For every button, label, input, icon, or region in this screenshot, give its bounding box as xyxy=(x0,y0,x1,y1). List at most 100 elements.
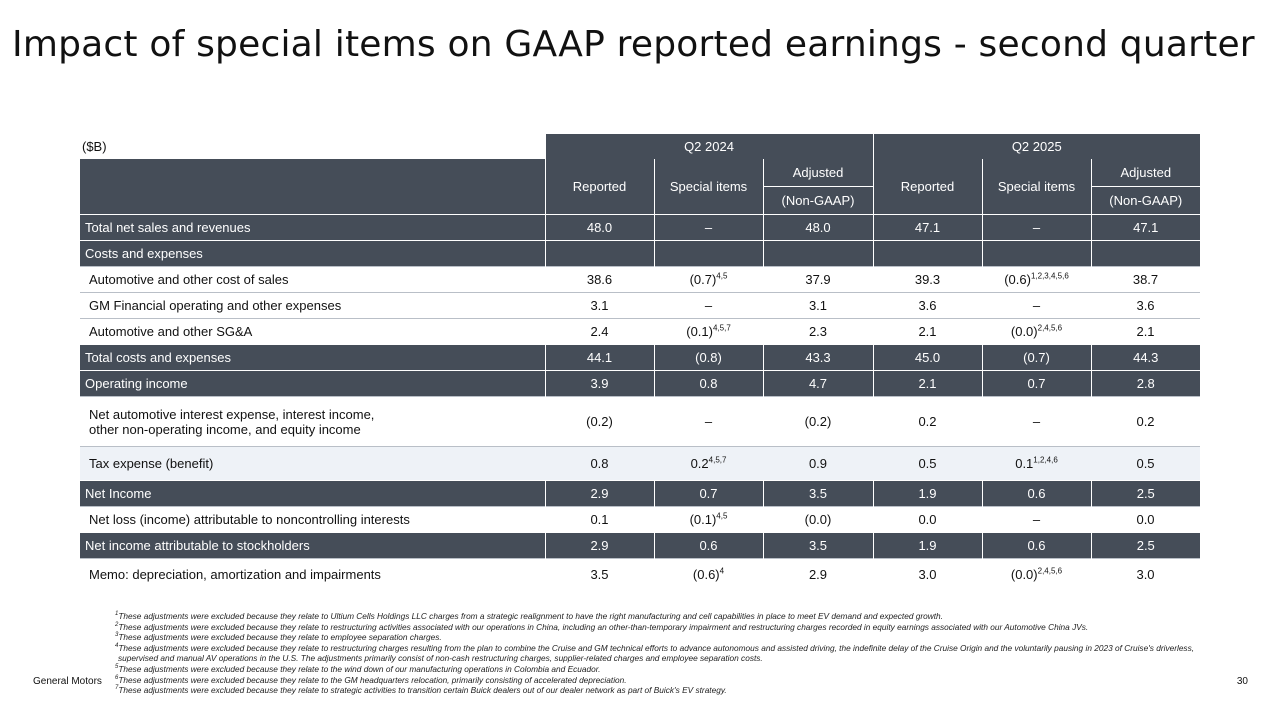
cell-value: 47.1 xyxy=(914,220,941,235)
row-label-text: Costs and expenses xyxy=(85,246,203,261)
value-cell: (0.0) xyxy=(763,506,873,533)
value-cell xyxy=(872,240,982,267)
table-row: Tax expense (benefit) 0.8 0.24,5,7 0.9 0.5 0.… xyxy=(80,446,1201,481)
row-label-text: Net income attributable to stockholders xyxy=(85,538,310,553)
footnote-text: These adjustments were excluded because … xyxy=(118,642,1195,664)
table-row: GM Financial operating and other expense… xyxy=(80,292,1201,319)
value-cell: (0.7) xyxy=(981,344,1091,371)
brand-name: General Motors xyxy=(33,676,102,687)
value-cell: 44.3 xyxy=(1090,344,1201,371)
value-cell: 0.2 xyxy=(873,396,982,447)
cell-value: 45.0 xyxy=(914,350,941,365)
value-cell: – xyxy=(982,292,1091,319)
footnote: 3These adjustments were excluded because… xyxy=(110,632,1220,643)
footnote-text: These adjustments were excluded because … xyxy=(118,663,601,674)
value-cell: 48.0 xyxy=(762,214,873,241)
footnote-text: These adjustments were excluded because … xyxy=(118,685,727,696)
cell-value: 2.5 xyxy=(1136,538,1155,553)
cell-value: 2.1 xyxy=(918,376,937,391)
footnote-number: 2 xyxy=(115,621,119,628)
value-cell: 3.1 xyxy=(763,292,873,319)
row-label-text: Total net sales and revenues xyxy=(85,220,251,235)
value-cell xyxy=(981,240,1091,267)
column-header-reported: Reported xyxy=(872,159,982,215)
page-number: 30 xyxy=(1236,676,1248,687)
cell-value: 2.8 xyxy=(1136,376,1155,391)
cell-value: 0.7 xyxy=(699,486,718,501)
row-label-text: Automotive and other cost of sales xyxy=(89,272,289,287)
table-row: Net Income 2.9 0.7 3.5 1.9 0.6 2.5 xyxy=(80,480,1201,507)
row-label: Automotive and other cost of sales xyxy=(80,266,545,293)
value-cell: 45.0 xyxy=(872,344,982,371)
value-cell: – xyxy=(654,396,763,447)
table-row: Net automotive interest expense, interes… xyxy=(80,396,1201,447)
footnote-ref: 4 xyxy=(719,566,725,576)
value-cell: 3.0 xyxy=(873,558,982,589)
value-cell: 2.1 xyxy=(1091,318,1201,345)
row-label: Automotive and other SG&A xyxy=(80,318,545,345)
table-row: Operating income 3.9 0.8 4.7 2.1 0.7 2.8 xyxy=(80,370,1201,397)
cell-value: 2.3 xyxy=(808,324,828,339)
cell-value: (0.6) xyxy=(1004,272,1031,287)
cell-value: 3.1 xyxy=(808,298,828,313)
row-label-text: Automotive and other SG&A xyxy=(89,324,253,339)
cell-value: 48.0 xyxy=(586,220,613,235)
cell-value: 1.9 xyxy=(918,538,937,553)
footnote-number: 7 xyxy=(115,685,119,692)
table-row: Automotive and other SG&A 2.4 (0.1)4,5,7 2.… xyxy=(80,318,1201,345)
cell-value: 0.2 xyxy=(690,456,709,471)
value-cell: 1.9 xyxy=(872,532,982,559)
footnote-number: 3 xyxy=(115,632,119,639)
cell-value: 2.5 xyxy=(1136,486,1155,501)
cell-value: (0.7) xyxy=(689,272,717,287)
footnote-ref: 1,2,3,4,5,6 xyxy=(1030,271,1069,281)
page-title: Impact of special items on GAAP reported… xyxy=(12,24,1255,65)
value-cell: 0.5 xyxy=(873,446,982,481)
value-cell: – xyxy=(982,506,1091,533)
value-cell: – xyxy=(654,292,763,319)
row-label: GM Financial operating and other expense… xyxy=(80,292,545,319)
cell-value: 2.4 xyxy=(590,324,609,339)
column-header-non-gaap: (Non-GAAP) xyxy=(762,186,873,215)
value-cell: 2.8 xyxy=(1090,370,1201,397)
cell-value: 38.7 xyxy=(1132,272,1159,287)
cell-value: (0.1) xyxy=(689,512,717,527)
value-cell: 38.7 xyxy=(1091,266,1201,293)
cell-value: 0.6 xyxy=(1027,486,1046,501)
footnote-ref: 4,5 xyxy=(716,271,728,281)
cell-value: 2.9 xyxy=(590,538,609,553)
footnotes: 1These adjustments were excluded because… xyxy=(110,611,1220,696)
value-cell xyxy=(1090,240,1201,267)
value-cell: 47.1 xyxy=(1090,214,1201,241)
footnote-number: 6 xyxy=(115,674,119,681)
value-cell: 44.1 xyxy=(544,344,654,371)
cell-value: 38.6 xyxy=(586,272,613,287)
header-blank-cell xyxy=(80,159,545,215)
value-cell: 0.8 xyxy=(545,446,654,481)
value-cell: 37.9 xyxy=(763,266,873,293)
cell-value: 0.8 xyxy=(590,456,609,471)
cell-value: 43.3 xyxy=(805,350,831,365)
cell-value: 0.5 xyxy=(1136,456,1155,471)
earnings-table: ($B) Q2 2024 Q2 2025 Reported Special it… xyxy=(80,134,1201,589)
cell-value: – xyxy=(704,298,713,313)
cell-value: 39.3 xyxy=(914,272,941,287)
cell-value: – xyxy=(1032,220,1041,235)
row-label: Costs and expenses xyxy=(80,240,545,267)
cell-value: – xyxy=(1032,414,1041,429)
footnote: 4These adjustments were excluded because… xyxy=(110,643,1220,664)
value-cell: – xyxy=(981,214,1091,241)
table-row: Net income attributable to stockholders 2… xyxy=(80,532,1201,559)
cell-value: 3.5 xyxy=(808,538,828,553)
cell-value: – xyxy=(1032,512,1041,527)
footnote-ref: 4,5 xyxy=(716,511,728,521)
value-cell: 43.3 xyxy=(762,344,873,371)
cell-value: 0.0 xyxy=(918,512,937,527)
value-cell: 0.8 xyxy=(653,370,763,397)
column-header-non-gaap: (Non-GAAP) xyxy=(1090,186,1201,215)
cell-value: (0.6) xyxy=(692,566,720,582)
value-cell: 3.5 xyxy=(545,558,654,589)
cell-value: 1.9 xyxy=(918,486,937,501)
cell-value: 48.0 xyxy=(805,220,831,235)
cell-value: 0.9 xyxy=(808,456,828,471)
